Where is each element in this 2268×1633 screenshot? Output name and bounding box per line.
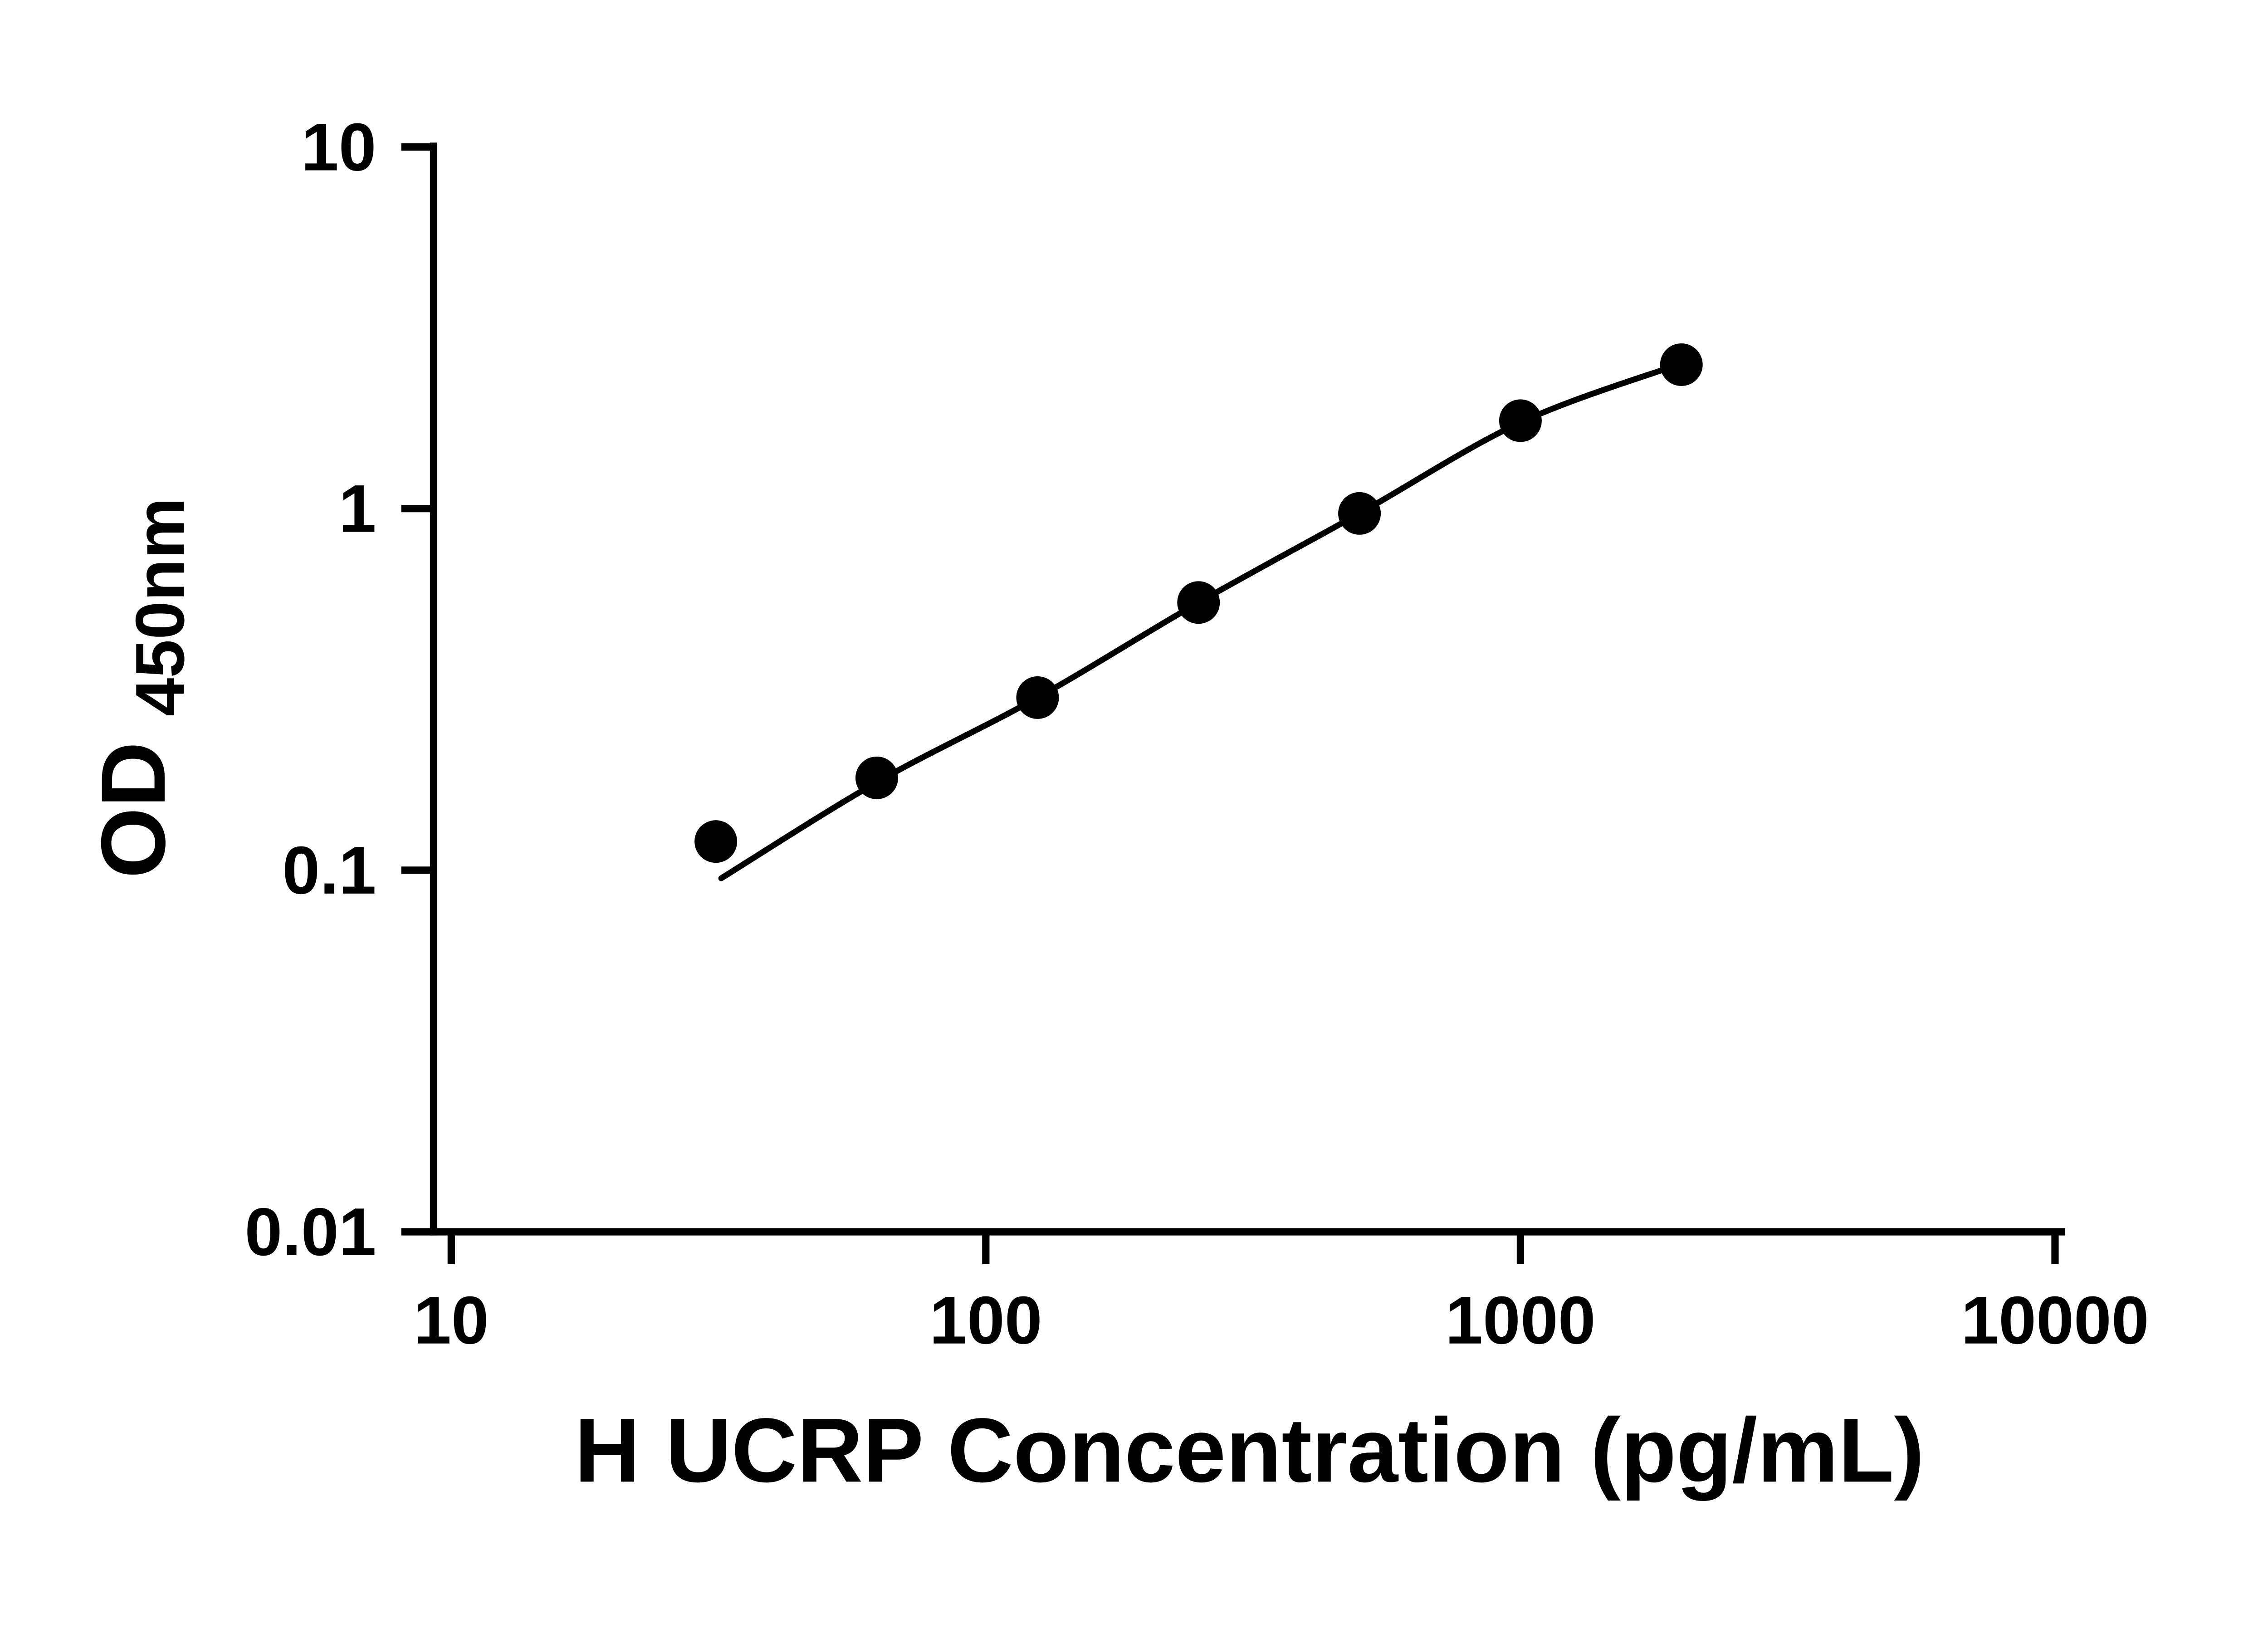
x-axis-title: H UCRP Concentration (pg/mL) xyxy=(574,1399,1924,1501)
y-tick-label: 1 xyxy=(339,471,376,547)
y-tick-label: 0.01 xyxy=(244,1194,376,1270)
data-points-group xyxy=(694,343,1703,863)
y-axis-title-main: OD xyxy=(82,742,184,878)
y-axis-title-subscript: 450nm xyxy=(122,498,199,717)
x-tick-label: 10000 xyxy=(1961,1282,2149,1358)
data-point xyxy=(1660,343,1703,386)
x-tick-label: 1000 xyxy=(1445,1282,1596,1358)
data-point xyxy=(1177,581,1220,624)
x-tick-label: 10 xyxy=(414,1282,489,1358)
data-point xyxy=(1338,492,1381,535)
standard-curve-plot: 10 1 0.1 0.01 10 100 1000 10000 H UCRP Concent… xyxy=(82,109,2149,1501)
elisa-standard-curve-figure: 10 1 0.1 0.01 10 100 1000 10000 H UCRP Concent… xyxy=(82,109,2149,1501)
x-axis-title-text: H UCRP Concentration (pg/mL) xyxy=(574,1399,1924,1501)
x-axis-ticks: 10 100 1000 10000 xyxy=(414,1232,2149,1358)
x-tick-label: 100 xyxy=(929,1282,1042,1358)
y-axis-ticks: 10 1 0.1 0.01 xyxy=(244,109,434,1270)
y-tick-label: 10 xyxy=(301,109,376,185)
y-axis-title: OD 450nm xyxy=(82,498,199,879)
data-point xyxy=(855,756,898,799)
data-point xyxy=(1499,399,1542,442)
data-point xyxy=(694,820,738,863)
data-point xyxy=(1016,676,1059,719)
y-tick-label: 0.1 xyxy=(282,832,376,908)
